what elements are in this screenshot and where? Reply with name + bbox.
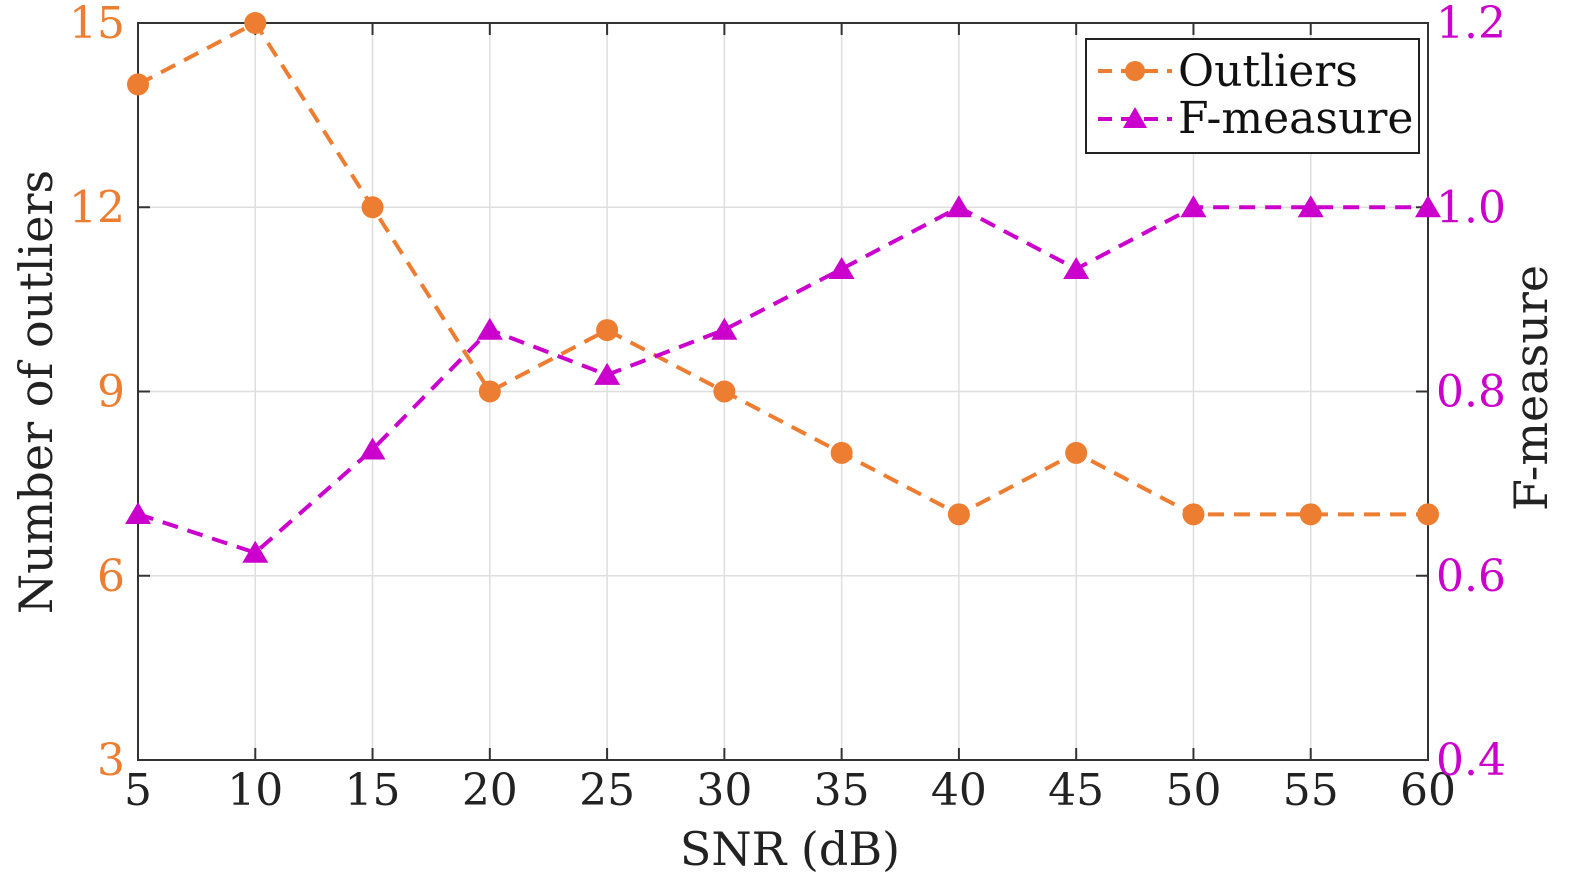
- data-point-f-measure: [594, 362, 621, 385]
- data-point-outliers: [1182, 503, 1205, 526]
- x-tick-label: 20: [462, 765, 518, 816]
- y-right-tick-label: 1.0: [1436, 182, 1506, 233]
- series-line-outliers: [137, 21, 1428, 517]
- data-point-outliers: [1417, 503, 1439, 526]
- legend-label-outliers: Outliers: [1178, 46, 1358, 97]
- x-tick-label: 50: [1165, 765, 1221, 816]
- data-point-f-measure: [1415, 195, 1441, 218]
- x-tick-label: 40: [931, 765, 987, 816]
- axis-ticks: 5 10 15 20 25 30 35 40 45 50 55 60 3 6 9 12 15 0.4 0.6 0.8 1…: [69, 0, 1506, 816]
- y-left-axis-title: Number of outliers: [9, 170, 63, 614]
- x-tick-label: 15: [345, 765, 401, 816]
- y-left-tick-label: 12: [69, 182, 125, 233]
- y-right-tick-label: 0.4: [1436, 735, 1506, 786]
- data-point-f-measure: [476, 317, 503, 340]
- y-left-tick-label: 9: [97, 367, 125, 418]
- y-right-tick-label: 1.2: [1436, 0, 1506, 49]
- y-left-tick-label: 6: [97, 551, 125, 602]
- x-tick-label: 25: [579, 765, 635, 816]
- data-point-f-measure: [711, 317, 738, 340]
- y-left-tick-label: 3: [97, 735, 125, 786]
- data-point-outliers: [596, 319, 619, 342]
- y-left-tick-label: 15: [69, 0, 125, 49]
- data-point-f-measure: [1297, 195, 1324, 218]
- legend-box: [1085, 38, 1420, 154]
- data-point-f-measure: [1063, 256, 1090, 279]
- x-tick-label: 55: [1283, 765, 1339, 816]
- data-point-outliers: [244, 12, 267, 34]
- legend-marker-f-measure: [1123, 107, 1147, 128]
- x-tick-label: 60: [1400, 765, 1456, 816]
- x-tick-label: 5: [124, 765, 152, 816]
- x-tick-label: 30: [696, 765, 752, 816]
- y-right-axis-title: F-measure: [1504, 265, 1558, 511]
- data-point-f-measure: [945, 195, 972, 218]
- data-point-f-measure: [828, 256, 855, 279]
- data-point-f-measure: [359, 437, 386, 460]
- legend-marker-outliers: [1125, 61, 1145, 81]
- data-point-outliers: [361, 196, 384, 219]
- x-tick-label: 10: [227, 765, 283, 816]
- data-point-outliers: [830, 441, 853, 464]
- data-point-f-measure: [242, 540, 269, 563]
- data-point-f-measure: [1180, 195, 1207, 218]
- data-point-outliers: [1299, 503, 1322, 526]
- series-line-f-measure: [137, 205, 1428, 555]
- x-axis-title: SNR (dB): [680, 822, 900, 876]
- x-tick-label: 35: [814, 765, 870, 816]
- data-point-outliers: [947, 503, 970, 526]
- data-point-outliers: [1065, 441, 1088, 464]
- legend: Outliers F-measure: [1085, 38, 1420, 154]
- x-tick-label: 45: [1048, 765, 1104, 816]
- legend-label-f-measure: F-measure: [1178, 93, 1413, 144]
- y-right-tick-label: 0.6: [1436, 551, 1506, 602]
- data-point-outliers: [713, 380, 736, 403]
- y-right-tick-label: 0.8: [1436, 367, 1506, 418]
- data-point-f-measure: [125, 502, 151, 525]
- series: [125, 12, 1441, 563]
- data-point-outliers: [478, 380, 501, 403]
- data-point-outliers: [127, 73, 149, 96]
